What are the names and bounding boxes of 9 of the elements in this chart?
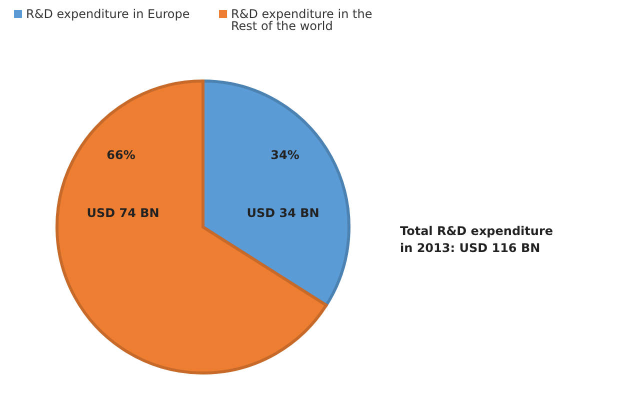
text: Total R&D expenditure in 2013: USD 116 BN: [400, 224, 553, 255]
legend-label: R&D expenditure in the Rest of the world: [231, 7, 372, 33]
data-label: 66%: [106, 148, 136, 162]
data-label: 34%: [270, 148, 300, 162]
legend-label: R&D expenditure in Europe: [26, 7, 190, 21]
text: USD 74 BN: [86, 206, 160, 220]
pie-slice: [202, 80, 350, 307]
text: USD 34 BN: [246, 206, 320, 220]
pie-slice: [56, 80, 328, 374]
